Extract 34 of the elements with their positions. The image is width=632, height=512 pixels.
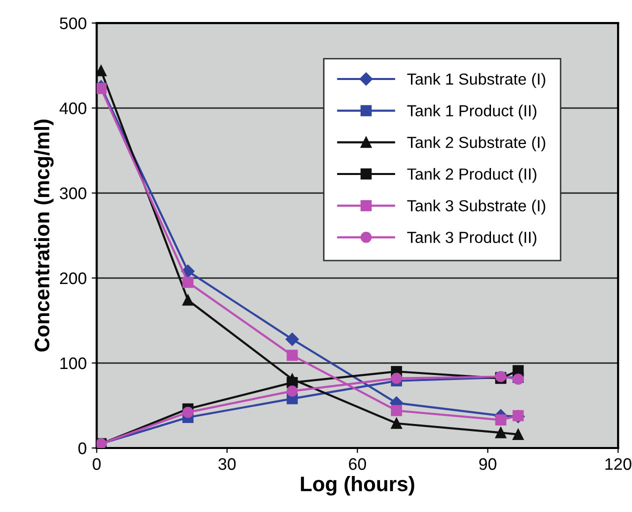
point xyxy=(181,264,195,278)
x-tick-label: 0 xyxy=(92,458,101,470)
point xyxy=(390,418,402,429)
x-tick-label: 90 xyxy=(479,458,496,470)
point xyxy=(286,350,298,361)
y-axis-title: Concentration (mcg/ml) xyxy=(34,120,54,352)
point xyxy=(182,294,194,306)
point xyxy=(512,428,524,440)
y-tick-label: 200 xyxy=(60,272,86,284)
point xyxy=(182,276,194,288)
legend-label: Tank 2 Substrate (I) xyxy=(407,136,546,152)
x-tick-label: 60 xyxy=(348,458,366,470)
point xyxy=(96,82,107,94)
point xyxy=(182,406,194,418)
y-tick-label: 500 xyxy=(60,17,86,30)
legend-label: Tank 1 Product (II) xyxy=(407,104,536,120)
point xyxy=(495,427,506,438)
y-tick-label: 300 xyxy=(60,187,86,200)
point xyxy=(390,405,402,416)
y-tick-label: 400 xyxy=(60,102,86,114)
y-tick-label: 100 xyxy=(60,357,86,370)
x-tick-label: 120 xyxy=(605,458,632,470)
point xyxy=(495,414,506,426)
y-tick-label: 0 xyxy=(78,442,86,454)
x-axis-title: Log (hours) xyxy=(300,476,414,496)
point xyxy=(96,65,107,76)
point xyxy=(286,386,298,397)
point xyxy=(390,372,402,384)
legend-label: Tank 3 Substrate (I) xyxy=(407,200,546,215)
point xyxy=(286,332,299,346)
x-tick-label: 30 xyxy=(218,458,236,470)
legend-label: Tank 3 Product (II) xyxy=(407,231,536,246)
legend-label: Tank 2 Product (II) xyxy=(407,168,536,183)
legend-label: Tank 1 Substrate (I) xyxy=(407,73,546,88)
